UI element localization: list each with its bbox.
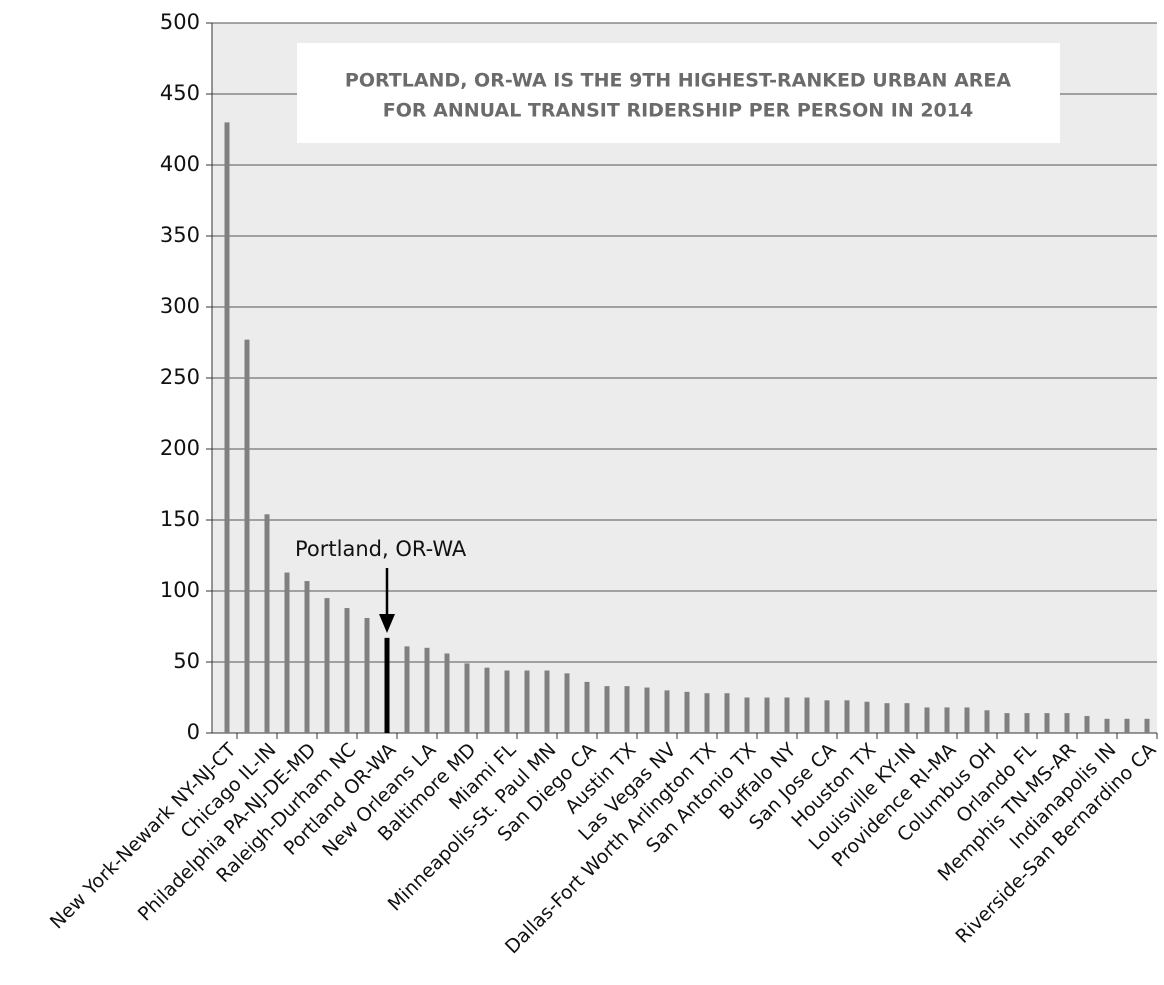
bar [564, 673, 570, 733]
y-tick-label: 100 [160, 578, 200, 602]
chart-title: FOR ANNUAL TRANSIT RIDERSHIP PER PERSON … [383, 100, 973, 122]
bar [604, 686, 610, 733]
annotation: Portland, OR-WA [295, 537, 467, 561]
bar [1144, 718, 1150, 733]
bar [584, 681, 590, 733]
bar [1064, 713, 1070, 733]
bar [1084, 715, 1090, 733]
bar [324, 598, 330, 733]
bar [264, 514, 270, 733]
y-tick-label: 300 [160, 294, 200, 318]
y-tick-label: 50 [173, 649, 200, 673]
bar [304, 581, 310, 733]
bar [664, 690, 670, 733]
bar [924, 707, 930, 733]
y-tick-label: 0 [187, 720, 200, 744]
bar [904, 703, 910, 733]
chart-title: PORTLAND, OR-WA IS THE 9TH HIGHEST-RANKE… [345, 70, 1011, 92]
bar [404, 646, 410, 733]
bar [984, 710, 990, 733]
bar [724, 693, 730, 733]
bar [344, 608, 350, 733]
bar [284, 572, 290, 733]
bar [764, 697, 770, 733]
bar [1024, 713, 1030, 733]
y-tick-label: 400 [160, 152, 200, 176]
bar [964, 707, 970, 733]
bar [804, 697, 810, 733]
bar [224, 122, 230, 733]
y-tick-label: 200 [160, 436, 200, 460]
title-box [297, 43, 1060, 143]
bar [644, 687, 650, 733]
bar [444, 653, 450, 733]
bar [1044, 713, 1050, 733]
bar [1104, 718, 1110, 733]
bar [744, 697, 750, 733]
y-tick-label: 500 [160, 10, 200, 34]
bar [464, 663, 470, 733]
y-tick-label: 450 [160, 81, 200, 105]
bar [384, 637, 390, 733]
bar [824, 700, 830, 733]
bar [864, 701, 870, 733]
bar [524, 670, 530, 733]
bar [944, 707, 950, 733]
bar [1004, 713, 1010, 733]
bar [544, 670, 550, 733]
y-tick-label: 350 [160, 223, 200, 247]
bar [484, 667, 490, 733]
bar [504, 670, 510, 733]
y-tick-label: 250 [160, 365, 200, 389]
bar [844, 700, 850, 733]
bar [784, 697, 790, 733]
bar [624, 686, 630, 733]
bar [704, 693, 710, 733]
annotation-arrowhead [379, 614, 395, 633]
bar [244, 339, 250, 733]
bar [1124, 718, 1130, 733]
bar [364, 617, 370, 733]
y-tick-label: 150 [160, 507, 200, 531]
bar [884, 703, 890, 733]
bar [684, 691, 690, 733]
bar [424, 647, 430, 733]
